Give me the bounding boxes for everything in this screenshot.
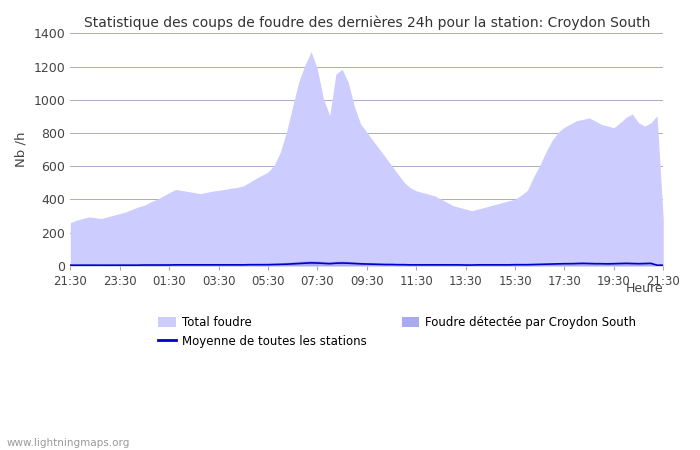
Title: Statistique des coups de foudre des dernières 24h pour la station: Croydon South: Statistique des coups de foudre des dern… xyxy=(83,15,650,30)
Text: Heure: Heure xyxy=(626,282,663,295)
Y-axis label: Nb /h: Nb /h xyxy=(15,132,28,167)
Text: www.lightningmaps.org: www.lightningmaps.org xyxy=(7,438,130,448)
Legend: Total foudre, Moyenne de toutes les stations, Foudre détectée par Croydon South: Total foudre, Moyenne de toutes les stat… xyxy=(153,311,641,353)
